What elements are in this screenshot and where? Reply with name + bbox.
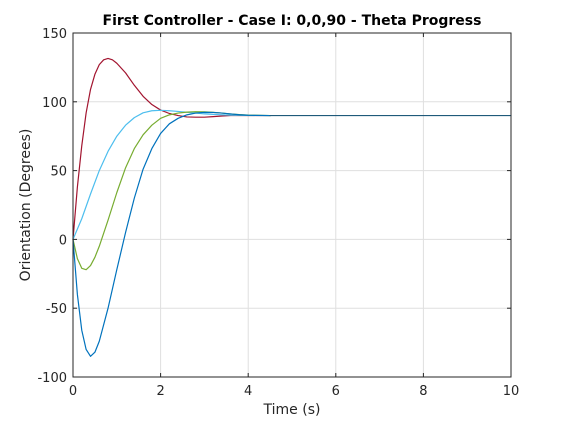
- series-line: [72, 57, 271, 240]
- series-line: [72, 109, 271, 240]
- series-group: [72, 57, 512, 357]
- x-tick-label: 4: [244, 384, 252, 399]
- y-tick-label: -100: [37, 371, 67, 386]
- axis-ticks: 0 2 4 6 8 10 -100 -50 0 50 100 150: [37, 27, 519, 399]
- chart-title: First Controller - Case I: 0,0,90 - Thet…: [103, 13, 482, 29]
- plot-area-frame: [72, 32, 512, 378]
- x-tick-label: 0: [69, 384, 77, 399]
- x-tick-label: 10: [503, 384, 520, 399]
- x-tick-label: 2: [156, 384, 164, 399]
- x-tick-label: 8: [419, 384, 427, 399]
- x-axis-label: Time (s): [263, 402, 321, 418]
- series-line: [72, 111, 271, 271]
- grid: [72, 32, 512, 378]
- y-tick-label: -50: [46, 302, 67, 317]
- y-tick-label: 150: [42, 27, 67, 42]
- y-tick-label: 0: [59, 233, 67, 248]
- y-tick-label: 50: [50, 165, 67, 180]
- y-axis-label: Orientation (Degrees): [18, 129, 34, 282]
- y-tick-label: 100: [42, 96, 67, 111]
- series-line: [72, 111, 271, 357]
- x-tick-label: 6: [332, 384, 340, 399]
